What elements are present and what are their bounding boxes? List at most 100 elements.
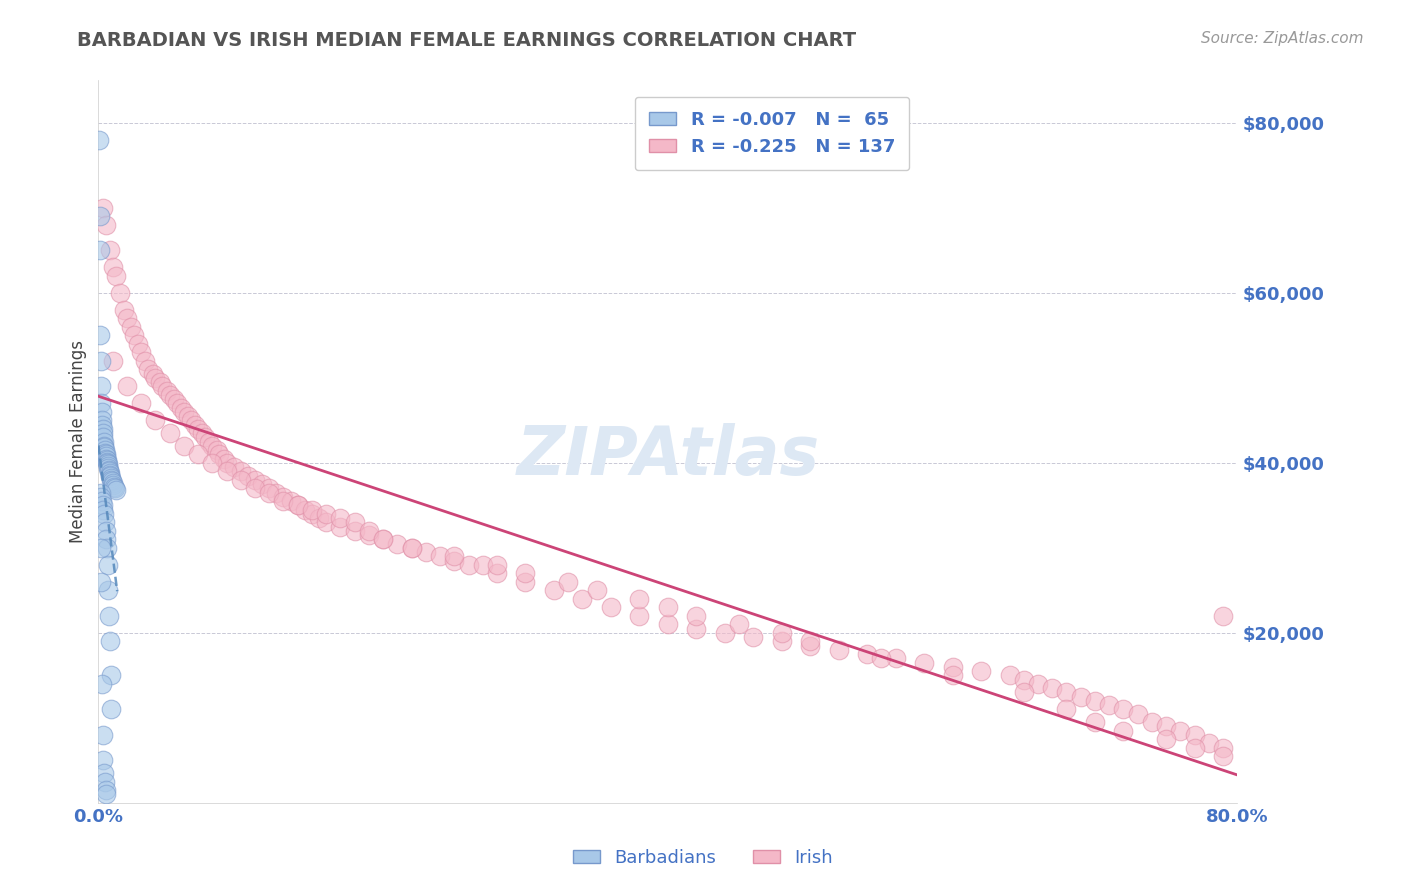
Point — [1012, 673, 1035, 687]
Point — [89, 328, 111, 343]
Point — [1112, 702, 1135, 716]
Point — [96, 787, 118, 801]
Point — [103, 478, 125, 492]
Point — [129, 345, 152, 359]
Point — [96, 451, 118, 466]
Point — [212, 451, 235, 466]
Point — [243, 473, 266, 487]
Point — [90, 353, 112, 368]
Point — [273, 490, 295, 504]
Point — [98, 634, 121, 648]
Point — [97, 462, 120, 476]
Point — [1140, 714, 1163, 729]
Point — [371, 533, 394, 547]
Point — [159, 425, 181, 440]
Point — [96, 533, 118, 547]
Point — [315, 516, 337, 530]
Point — [942, 660, 965, 674]
Point — [357, 524, 380, 538]
Point — [94, 443, 117, 458]
Point — [91, 728, 114, 742]
Point — [149, 375, 172, 389]
Point — [1154, 732, 1177, 747]
Point — [1070, 690, 1092, 704]
Point — [856, 647, 879, 661]
Point — [180, 413, 202, 427]
Point — [96, 455, 118, 469]
Point — [103, 480, 125, 494]
Point — [870, 651, 893, 665]
Point — [457, 558, 479, 572]
Point — [1198, 736, 1220, 750]
Point — [486, 566, 509, 581]
Point — [93, 766, 115, 780]
Point — [657, 600, 679, 615]
Point — [266, 485, 288, 500]
Point — [208, 447, 231, 461]
Point — [600, 600, 623, 615]
Point — [201, 439, 224, 453]
Point — [93, 439, 115, 453]
Point — [250, 477, 273, 491]
Point — [315, 507, 337, 521]
Legend: Barbadians, Irish: Barbadians, Irish — [567, 842, 839, 874]
Point — [1026, 677, 1049, 691]
Point — [100, 473, 122, 487]
Point — [884, 651, 907, 665]
Point — [104, 481, 127, 495]
Point — [129, 396, 152, 410]
Point — [96, 456, 118, 470]
Point — [1212, 740, 1234, 755]
Point — [1084, 714, 1107, 729]
Y-axis label: Median Female Earnings: Median Female Earnings — [69, 340, 87, 543]
Point — [98, 464, 121, 478]
Point — [329, 519, 352, 533]
Point — [93, 434, 115, 449]
Text: BARBADIAN VS IRISH MEDIAN FEMALE EARNINGS CORRELATION CHART: BARBADIAN VS IRISH MEDIAN FEMALE EARNING… — [77, 31, 856, 50]
Point — [201, 456, 224, 470]
Point — [91, 413, 114, 427]
Point — [970, 664, 993, 678]
Point — [184, 417, 207, 432]
Point — [215, 464, 238, 478]
Point — [1040, 681, 1063, 695]
Point — [998, 668, 1021, 682]
Point — [1012, 685, 1035, 699]
Point — [89, 133, 111, 147]
Point — [134, 353, 156, 368]
Point — [100, 702, 122, 716]
Point — [90, 490, 112, 504]
Point — [98, 608, 121, 623]
Point — [94, 783, 117, 797]
Point — [685, 622, 707, 636]
Point — [91, 422, 114, 436]
Point — [89, 209, 111, 223]
Point — [194, 430, 217, 444]
Point — [97, 558, 120, 572]
Point — [770, 625, 793, 640]
Point — [93, 507, 115, 521]
Point — [222, 460, 245, 475]
Point — [280, 494, 302, 508]
Point — [156, 384, 179, 398]
Point — [301, 502, 323, 516]
Point — [159, 388, 181, 402]
Point — [387, 536, 409, 550]
Text: Source: ZipAtlas.com: Source: ZipAtlas.com — [1201, 31, 1364, 46]
Point — [163, 392, 186, 406]
Point — [415, 545, 437, 559]
Point — [429, 549, 451, 564]
Point — [90, 405, 112, 419]
Point — [170, 401, 193, 415]
Point — [94, 218, 117, 232]
Point — [91, 677, 114, 691]
Point — [1084, 694, 1107, 708]
Point — [259, 481, 281, 495]
Point — [1056, 702, 1078, 716]
Point — [828, 642, 851, 657]
Point — [205, 443, 228, 458]
Point — [93, 502, 115, 516]
Point — [1184, 740, 1206, 755]
Point — [98, 467, 121, 482]
Point — [357, 528, 380, 542]
